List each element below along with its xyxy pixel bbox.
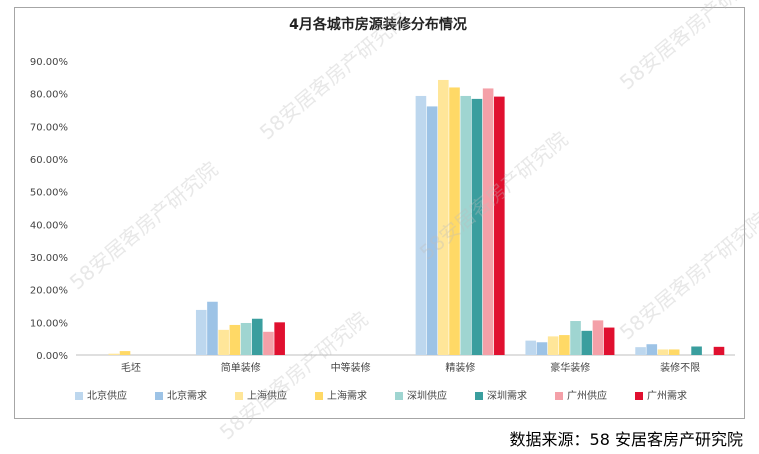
bar [482,88,494,355]
bar [240,322,252,355]
bar [570,321,581,355]
legend-swatch [475,392,483,400]
x-tick-label: 豪华装修 [550,361,590,374]
x-tick-label: 装修不限 [660,361,700,374]
legend-swatch [555,392,563,400]
y-tick-label: 70.00% [30,122,68,133]
y-tick-label: 40.00% [30,220,68,231]
bar [559,335,570,355]
bar [460,95,472,355]
legend-label: 上海供应 [247,389,287,402]
y-tick-label: 30.00% [30,253,68,264]
bar [263,331,274,355]
legend-label: 广州需求 [647,390,687,402]
bar-chart: 4月各城市房源装修分布情况 0.00% 10.00% 20.00% 30.00% 40.0… [30,16,735,402]
bar [668,349,680,355]
bar [603,327,615,355]
x-tick-label: 精装修 [445,361,475,374]
y-tick-label: 0.00% [36,351,68,362]
bar [108,353,120,355]
y-tick-label: 80.00% [30,90,68,101]
bar [471,98,483,355]
legend-swatch [155,392,163,400]
x-tick-label: 毛坯 [121,362,141,374]
bar [581,330,593,355]
chart-title: 4月各城市房源装修分布情况 [289,16,467,33]
bar [713,346,725,355]
y-tick-label: 50.00% [30,188,68,199]
bar [635,347,646,355]
bar [415,95,427,355]
bar [536,342,548,355]
legend-label: 北京供应 [87,389,127,402]
y-tick-label: 60.00% [30,155,68,166]
legend-swatch [75,392,83,400]
x-tick-label: 中等装修 [331,361,371,374]
bar [592,320,604,355]
bar [449,87,460,356]
legend-label: 深圳供应 [407,389,447,402]
bar [218,329,229,355]
y-tick-label: 10.00% [30,318,68,329]
bar [251,318,263,355]
legend-swatch [235,392,243,400]
legend-label: 北京需求 [167,389,207,402]
bar [195,309,207,355]
legend-swatch [395,392,403,400]
bar [274,322,285,355]
bar [426,106,438,355]
bar [691,346,702,355]
bar [657,349,669,355]
source-note: 数据来源：58 安居客房产研究院 [509,430,743,449]
bar [229,324,241,355]
bar [438,79,449,356]
legend-label: 上海需求 [327,389,367,402]
bar [494,96,505,356]
legend-label: 深圳需求 [487,390,527,402]
legend-label: 广州供应 [567,389,607,402]
bar [547,336,559,355]
legend-swatch [635,392,643,400]
bar [119,351,131,355]
y-tick-label: 20.00% [30,286,68,297]
chart-frame [14,7,745,419]
legend-swatch [315,392,323,400]
bar [525,340,537,355]
x-tick-label: 简单装修 [221,361,261,374]
bar [207,301,218,355]
y-tick-label: 90.00% [30,57,68,68]
bar [646,344,658,355]
